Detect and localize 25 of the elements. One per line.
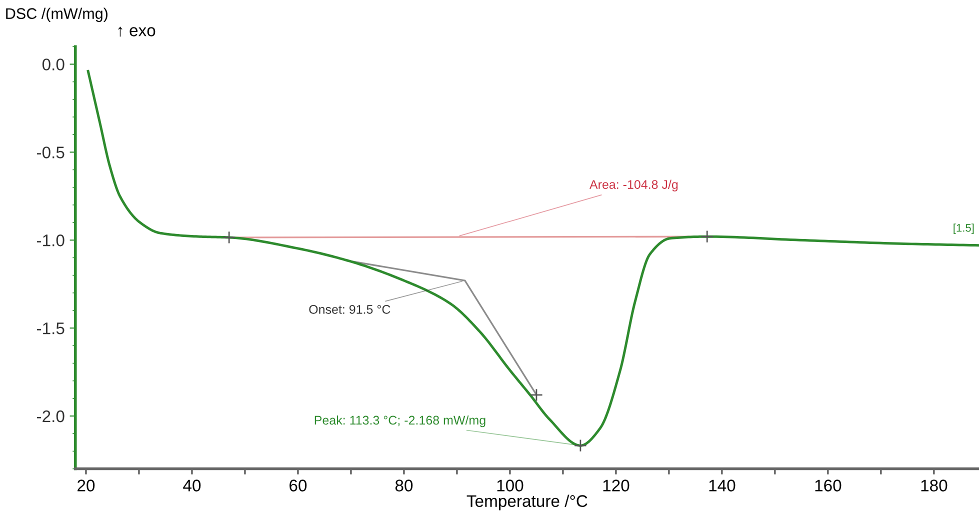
x-tick-label: 20 [78,480,95,492]
y-tick-label: -0.5 [36,146,64,158]
x-tick-label: 180 [921,480,948,492]
annotation: Onset: 91.5 °C [309,304,390,314]
x-tick-label: 80 [395,480,413,492]
annotation: Area: -104.8 J/g [589,180,678,192]
point [222,230,236,244]
y-tick-label: 0.0 [42,58,64,70]
y-tick-label: -2.0 [36,410,64,422]
point [530,388,543,402]
y-axis-title: DSC /(mW/mg) [6,8,108,22]
point [574,439,587,452]
y-tick-label: -1.0 [36,234,64,246]
text: ↑ exo [118,26,156,37]
annotation: [1.5] [954,224,974,234]
x-tick-label: 120 [603,480,630,492]
x-tick-label: 100 [497,480,524,492]
x-tick-label: 160 [815,480,842,492]
x-tick-label: 60 [290,480,307,492]
y-tick-label: -1.5 [36,322,64,334]
x-tick-label: 140 [709,480,736,492]
x-axis-title: Temperature /°C [466,494,588,510]
annotation: Peak: 113.3 °C; -2.168 mW/mg [314,415,486,428]
point [700,230,714,244]
x-tick-label: 40 [183,480,201,492]
